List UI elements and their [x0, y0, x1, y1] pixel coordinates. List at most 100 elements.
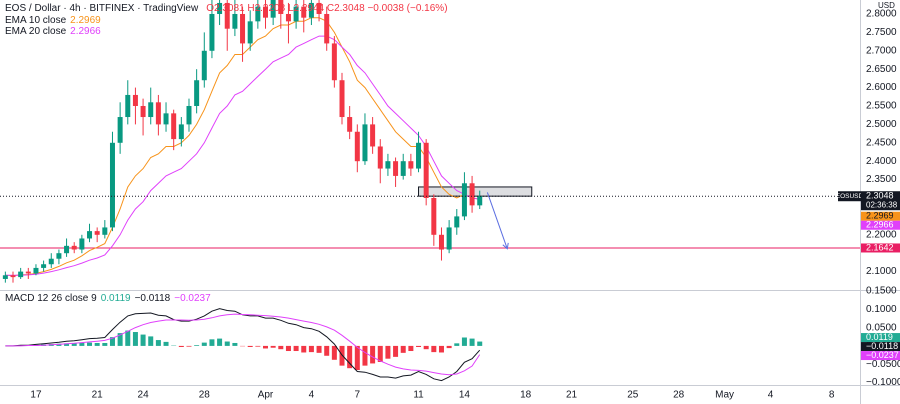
histogram-bar [446, 345, 452, 349]
symbol-tag-bg [838, 191, 861, 202]
x-tick-label: 21 [566, 390, 578, 401]
histogram-bar [408, 345, 414, 352]
y-tick-label: 0.0500 [866, 322, 897, 333]
candle-body [217, 2, 223, 14]
candle-body [209, 13, 215, 51]
candle-body [163, 113, 169, 125]
y-tick-label: 2.4500 [866, 137, 897, 148]
histogram-bar [255, 345, 261, 347]
histogram-bar [64, 343, 70, 346]
x-tick-label: 28 [673, 390, 685, 401]
histogram-bar [217, 338, 223, 346]
candle-body [132, 94, 138, 106]
candle-body [316, 2, 322, 14]
legend-value: 2.2969 [70, 15, 101, 26]
candle-body [354, 131, 360, 162]
ema10-badge-bg [861, 211, 900, 221]
candle-body [461, 183, 467, 217]
histogram-bar [416, 345, 422, 347]
histogram-bar [194, 345, 200, 346]
candle-body [385, 161, 391, 169]
arrow-head [502, 242, 509, 250]
symbol-tag: EOSUSD [836, 193, 864, 200]
x-tick-label: Apr [258, 390, 274, 401]
candle-body [102, 227, 108, 235]
candle-body [10, 275, 16, 278]
candle-body [64, 245, 70, 254]
histogram-bar [186, 345, 192, 347]
histogram-bar [209, 339, 215, 346]
histogram-bar [109, 337, 115, 346]
arrow [486, 192, 508, 249]
ema-line [5, 35, 480, 276]
legend-name: EMA 20 close [5, 26, 67, 37]
histogram-bar [469, 338, 475, 346]
histogram-bar [125, 330, 131, 346]
histogram-bar [324, 345, 330, 356]
macd-badge: −0.0118 [866, 341, 898, 351]
y-tick-label: 2.5000 [866, 119, 897, 130]
candle-body [171, 113, 177, 140]
histogram-bar [400, 345, 406, 353]
histogram-bar [163, 341, 169, 346]
ohlc: O2.3081 H2.3208 L2.2944 C2.3048 −0.0038 … [206, 3, 447, 14]
candle-body [247, 21, 253, 44]
histogram-bar [370, 345, 376, 364]
legend-name: EMA 10 close [5, 15, 67, 26]
candle-body [331, 43, 337, 81]
candle-body [454, 216, 460, 228]
histogram-bar [132, 332, 138, 346]
plot [0, 0, 860, 382]
candle-body [446, 227, 452, 250]
hist-badge: 0.0119 [866, 332, 893, 342]
x-tick-label: 4 [768, 390, 774, 401]
histogram-bar [232, 342, 238, 346]
symbol: EOS / Dollar · 4h · BITFINEX · TradingVi… [5, 3, 199, 14]
candle-body [148, 102, 154, 118]
candle-body [48, 258, 54, 265]
candle-body [155, 102, 161, 125]
candle-body [270, 0, 276, 18]
currency: USD [878, 1, 895, 10]
legend-header: EOS / Dollar · 4h · BITFINEX · TradingVi… [5, 3, 448, 14]
last-price-bg [861, 191, 900, 211]
histogram-bar [362, 345, 368, 366]
histogram-bar [423, 345, 429, 350]
histogram-bar [285, 345, 291, 352]
x-tick-label: 11 [413, 390, 424, 401]
candle-body [125, 94, 131, 118]
histogram-bar [438, 345, 444, 353]
candle-body [2, 275, 8, 279]
legend-value: 2.2966 [70, 26, 101, 37]
legend-value: −0.0118 [135, 293, 171, 304]
histogram-bar [293, 345, 299, 352]
histogram-bar [354, 345, 360, 371]
candle-body [423, 142, 429, 198]
histogram-bar [316, 345, 322, 353]
histogram-bar [270, 345, 276, 348]
x-tick-label: 8 [829, 390, 835, 401]
candle-body [370, 124, 376, 147]
histogram-bar [339, 345, 345, 366]
candle-body [240, 13, 246, 44]
x-tick-label: 17 [30, 390, 42, 401]
candle-body [186, 105, 192, 125]
legend-value: 0.0119 [101, 293, 131, 304]
histogram-bar [461, 337, 467, 346]
x-tick-label: May [715, 390, 734, 401]
histogram-bar [278, 345, 284, 350]
candle-body [324, 13, 330, 44]
histogram-bar [331, 345, 337, 360]
histogram-bar [87, 342, 93, 346]
ema20-badge: 2.2966 [866, 220, 894, 230]
y-tick-label: 2.4000 [866, 156, 897, 167]
histogram-bar [224, 341, 230, 346]
histogram-bar [262, 345, 268, 349]
histogram-bar [155, 340, 161, 346]
candle-body [301, 6, 307, 18]
histogram-bar [102, 342, 108, 346]
candle-body [438, 234, 444, 250]
y-tick-label: 2.6500 [866, 64, 897, 75]
x-tick-label: 28 [199, 390, 211, 401]
x-tick-label: 4 [309, 390, 315, 401]
